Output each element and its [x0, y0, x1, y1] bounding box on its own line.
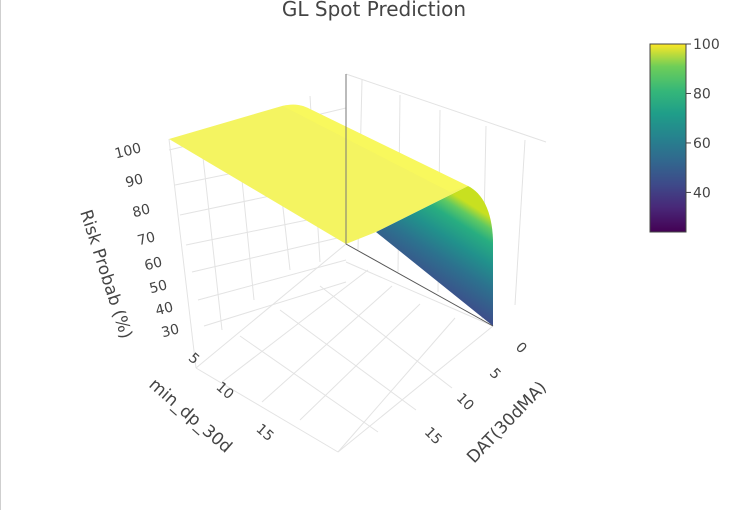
- grid-line-19: [221, 269, 369, 383]
- grid-line-1: [199, 129, 223, 331]
- grid-line-16: [197, 259, 347, 301]
- colorbar-tick-80: 80: [693, 86, 711, 102]
- grid-line-18: [195, 243, 347, 369]
- chart-title: GL Spot Prediction: [282, 0, 466, 21]
- z-tick-70: 70: [136, 229, 157, 249]
- z-tick-100: 100: [113, 140, 143, 162]
- grid-line-17: [203, 281, 347, 327]
- colorbar: 40 60 80 100: [649, 37, 720, 233]
- grid-line-25: [279, 309, 417, 411]
- colorbar-ticks: 40 60 80 100: [686, 37, 720, 201]
- z-tick-60: 60: [143, 254, 164, 274]
- grid-line-21: [299, 303, 421, 421]
- x-tick-10: 10: [213, 379, 237, 403]
- colorbar-tick-100: 100: [693, 37, 720, 53]
- grid-line-10: [514, 139, 526, 306]
- y-tick-labels: 05 10 15: [421, 339, 530, 448]
- front-edge: [345, 243, 494, 327]
- grid-line-26: [319, 285, 453, 389]
- grid-line-22: [337, 317, 456, 453]
- grid-line-28: [337, 325, 494, 453]
- surface-top-face: [169, 104, 468, 245]
- y-tick-15: 15: [421, 424, 445, 448]
- grid-line-5: [345, 73, 547, 143]
- y-tick-0: 0: [512, 339, 530, 357]
- grid-lines: [168, 73, 547, 453]
- colorbar-tick-60: 60: [693, 136, 711, 152]
- left-border: [0, 0, 1, 510]
- z-tick-40: 40: [154, 299, 175, 319]
- grid-line-24: [239, 335, 379, 433]
- y-axis-title: DAT(30dMA): [463, 378, 551, 468]
- surface-side-face: [376, 186, 493, 326]
- x-tick-15: 15: [253, 421, 277, 445]
- colorbar-tick-40: 40: [693, 185, 711, 201]
- y-tick-5: 5: [486, 365, 504, 383]
- surface: [169, 74, 494, 327]
- z-tick-90: 90: [124, 171, 145, 191]
- surface-highlight: [282, 104, 468, 192]
- y-tick-10: 10: [453, 390, 477, 414]
- grid-line-23: [195, 367, 339, 453]
- z-tick-50: 50: [148, 277, 169, 297]
- grid-line-15: [191, 235, 347, 273]
- grid-line-27: [345, 261, 494, 327]
- colorbar-gradient: [649, 43, 687, 233]
- z-tick-80: 80: [131, 201, 152, 221]
- grid-line-0: [168, 138, 197, 369]
- z-tick-30: 30: [160, 321, 181, 341]
- z-axis-title: Risk Probab (%): [75, 207, 136, 341]
